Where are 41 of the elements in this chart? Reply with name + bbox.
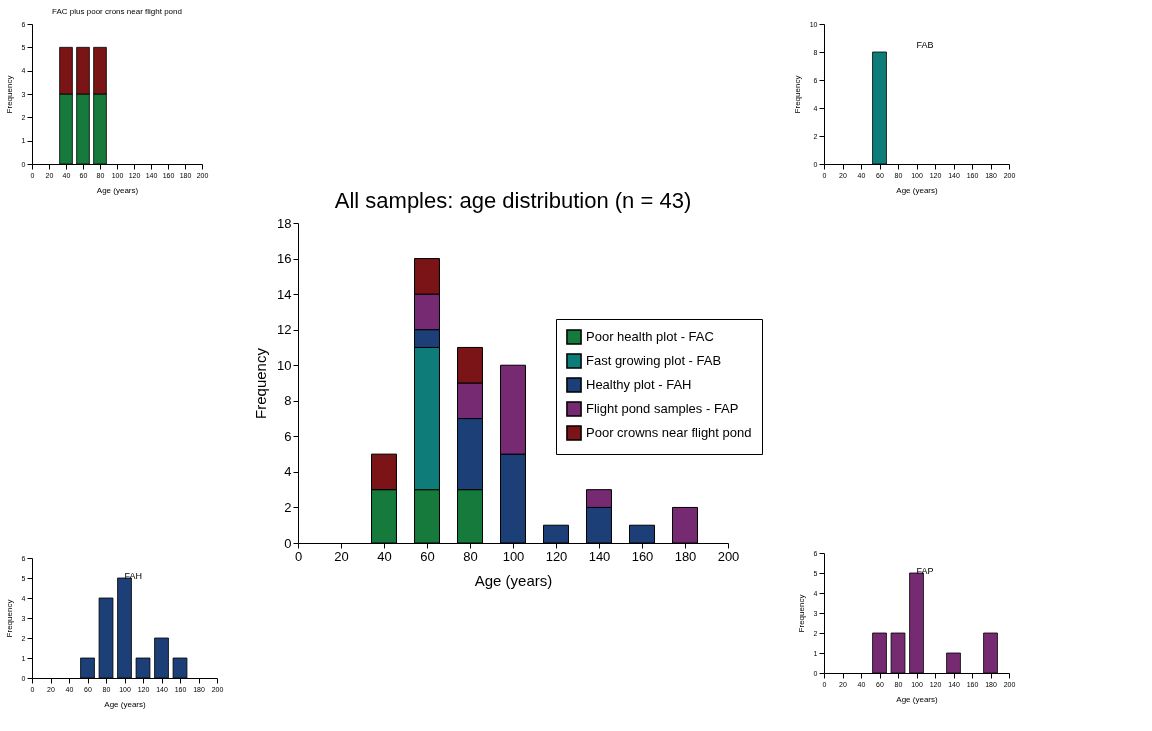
y-tick-label: 4 [284, 464, 292, 480]
annotation: FAP [916, 566, 934, 576]
x-tick-label: 140 [588, 548, 611, 564]
y-axis-title: Frequency [252, 347, 270, 419]
x-tick-label: 100 [502, 548, 525, 564]
x-tick-label: 180 [674, 548, 697, 564]
y-tick-label: 14 [277, 286, 292, 302]
legend-label: Fast growing plot - FAB [586, 353, 722, 368]
y-axis-title: Frequency [4, 75, 14, 114]
y-tick-label: 18 [277, 215, 292, 231]
y-tick-label: 16 [277, 251, 292, 267]
legend-label: Poor crowns near flight pond [586, 425, 752, 440]
y-tick-label: 12 [277, 322, 292, 338]
legend-label: Poor health plot - FAC [586, 329, 714, 344]
y-tick-label: 10 [277, 357, 292, 373]
x-axis-title: Age (years) [896, 694, 938, 704]
x-tick-label: 60 [420, 548, 435, 564]
x-tick-label: 0 [294, 548, 303, 564]
y-tick-label: 0 [284, 535, 292, 551]
legend-label: Flight pond samples - FAP [586, 401, 739, 416]
x-tick-label: 200 [717, 548, 740, 564]
chart-title: FAC plus poor crons near flight pond [52, 7, 182, 16]
y-axis-title: Frequency [796, 594, 806, 633]
x-axis-title: Age (years) [96, 185, 139, 195]
y-axis-title: Frequency [792, 75, 802, 114]
y-tick-label: 8 [284, 393, 292, 409]
y-tick-label: 2 [284, 499, 292, 515]
y-axis-title: Frequency [4, 599, 14, 638]
x-tick-label: 20 [334, 548, 349, 564]
x-tick-label: 40 [377, 548, 392, 564]
annotation: FAB [916, 40, 934, 50]
x-tick-label: 120 [545, 548, 568, 564]
x-tick-label: 160 [631, 548, 654, 564]
x-axis-title: Age (years) [896, 185, 938, 195]
chart-title: All samples: age distribution (n = 43) [334, 188, 692, 213]
x-tick-label: 80 [463, 548, 478, 564]
legend-label: Healthy plot - FAH [586, 377, 692, 392]
x-axis-title: Age (years) [474, 571, 553, 589]
annotation: FAH [124, 571, 143, 581]
x-axis-title: Age (years) [104, 699, 146, 709]
y-tick-label: 6 [284, 428, 292, 444]
